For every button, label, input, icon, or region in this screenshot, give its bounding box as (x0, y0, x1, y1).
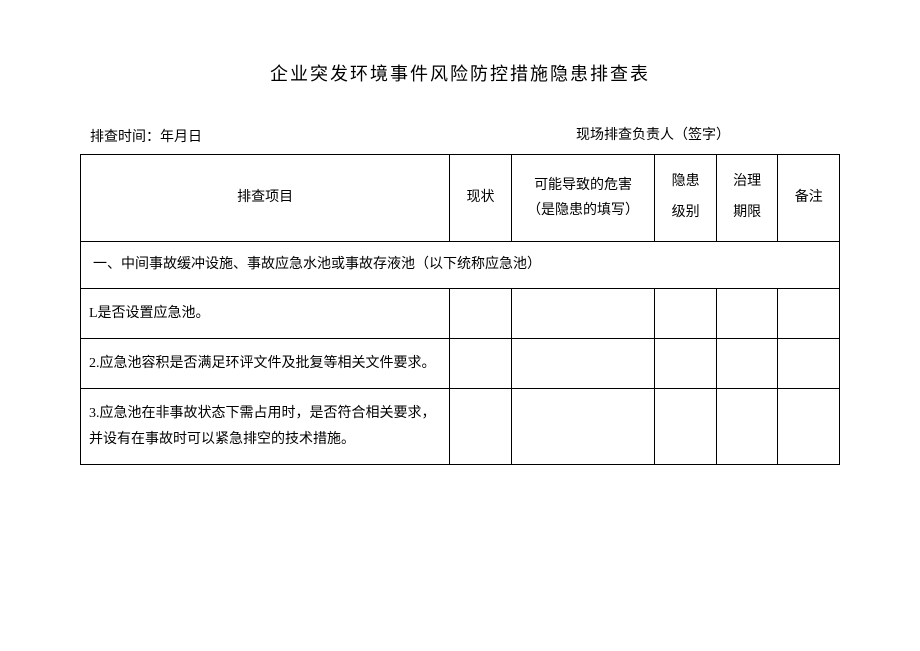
header-note: 备注 (778, 155, 840, 242)
header-hazard: 可能导致的危害 （是隐患的填写） (511, 155, 655, 242)
row-level (655, 389, 717, 464)
table-header-row: 排查项目 现状 可能导致的危害 （是隐患的填写） 隐患 级别 治理 期限 备注 (81, 155, 840, 242)
section-title: 一、中间事故缓冲设施、事故应急水池或事故存液池（以下统称应急池） (81, 241, 840, 288)
inspection-time-label: 排查时间：年月日 (90, 126, 576, 146)
row-status (450, 389, 512, 464)
row-period (716, 389, 778, 464)
header-level-line1: 隐患 (663, 167, 708, 198)
row-level (655, 339, 717, 389)
row-period (716, 288, 778, 338)
row-note (778, 389, 840, 464)
table-row: 2.应急池容积是否满足环评文件及批复等相关文件要求。 (81, 339, 840, 389)
section-row: 一、中间事故缓冲设施、事故应急水池或事故存液池（以下统称应急池） (81, 241, 840, 288)
responsible-person-label: 现场排查负责人（签字） (576, 126, 830, 146)
row-hazard (511, 339, 655, 389)
header-period: 治理 期限 (716, 155, 778, 242)
document-title: 企业突发环境事件风险防控措施隐患排查表 (80, 60, 840, 86)
row-hazard (511, 288, 655, 338)
header-project: 排查项目 (81, 155, 450, 242)
row-project: L是否设置应急池。 (81, 288, 450, 338)
table-row: 3.应急池在非事故状态下需占用时，是否符合相关要求，并设有在事故时可以紧急排空的… (81, 389, 840, 464)
row-hazard (511, 389, 655, 464)
header-level-line2: 级别 (663, 198, 708, 229)
header-level: 隐患 级别 (655, 155, 717, 242)
row-period (716, 339, 778, 389)
row-project: 3.应急池在非事故状态下需占用时，是否符合相关要求，并设有在事故时可以紧急排空的… (81, 389, 450, 464)
row-note (778, 288, 840, 338)
header-status: 现状 (450, 155, 512, 242)
row-project: 2.应急池容积是否满足环评文件及批复等相关文件要求。 (81, 339, 450, 389)
row-level (655, 288, 717, 338)
row-note (778, 339, 840, 389)
row-status (450, 339, 512, 389)
header-hazard-line2: （是隐患的填写） (520, 198, 647, 223)
header-period-line2: 期限 (725, 198, 770, 229)
table-row: L是否设置应急池。 (81, 288, 840, 338)
inspection-table: 排查项目 现状 可能导致的危害 （是隐患的填写） 隐患 级别 治理 期限 备注 … (80, 154, 840, 465)
row-status (450, 288, 512, 338)
meta-row: 排查时间：年月日 现场排查负责人（签字） (80, 126, 840, 154)
header-period-line1: 治理 (725, 167, 770, 198)
header-hazard-line1: 可能导致的危害 (520, 173, 647, 198)
